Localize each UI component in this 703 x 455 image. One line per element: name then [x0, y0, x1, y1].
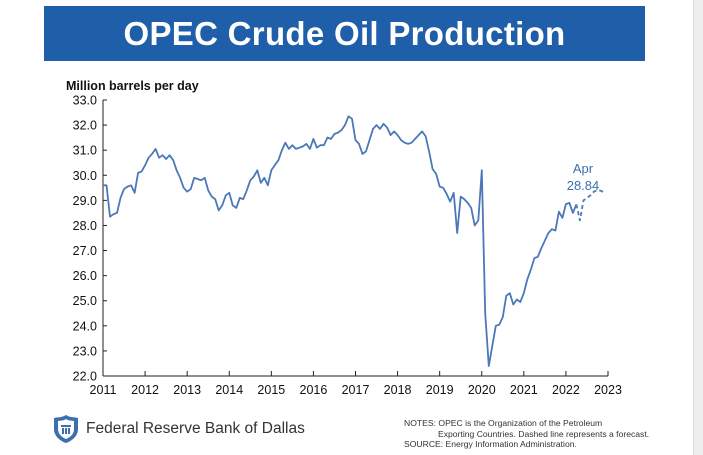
- forecast-line: [575, 189, 605, 222]
- x-tick-label: 2016: [300, 383, 328, 397]
- notes-line-3: SOURCE: Energy Information Administratio…: [404, 439, 577, 450]
- y-tick-label: 25.0: [73, 294, 97, 308]
- annotation-month: Apr: [573, 161, 594, 176]
- y-tick-label: 33.0: [73, 94, 97, 108]
- x-tick-label: 2015: [257, 383, 285, 397]
- y-tick-label: 29.0: [73, 194, 97, 208]
- y-tick-label: 31.0: [73, 144, 97, 158]
- y-tick-label: 28.0: [73, 219, 97, 233]
- axes: 22.0 23.0 24.0 25.0 26.0 27.0 28.0 29.0 30.0 31.0…: [66, 79, 622, 397]
- production-line: [103, 115, 578, 367]
- window-edge-strip: [693, 0, 703, 455]
- footer-logo: Federal Reserve Bank of Dallas: [52, 414, 305, 444]
- annotation-value: 28.84: [567, 178, 600, 193]
- chart-title: OPEC Crude Oil Production: [123, 14, 566, 52]
- x-tick-label: 2017: [342, 383, 370, 397]
- bank-name: Federal Reserve Bank of Dallas: [86, 420, 305, 437]
- y-axis-label: Million barrels per day: [66, 79, 199, 93]
- y-tick-label: 32.0: [73, 119, 97, 133]
- x-tick-label: 2011: [90, 383, 117, 397]
- chart-notes: NOTES: OPEC is the Organization of the P…: [404, 418, 684, 450]
- x-tick-label: 2019: [426, 383, 454, 397]
- x-tick-label: 2022: [552, 383, 580, 397]
- x-tick-label: 2023: [594, 383, 622, 397]
- x-tick-label: 2013: [173, 383, 201, 397]
- y-tick-label: 22.0: [73, 370, 97, 384]
- y-tick-label: 23.0: [73, 344, 97, 358]
- y-tick-label: 26.0: [73, 269, 97, 283]
- y-tick-label: 24.0: [73, 319, 97, 333]
- federal-reserve-seal-icon: [54, 415, 78, 443]
- y-tick-label: 27.0: [73, 244, 97, 258]
- x-tick-label: 2020: [468, 383, 496, 397]
- y-tick-label: 30.0: [73, 169, 97, 183]
- x-tick-label: 2012: [131, 383, 159, 397]
- title-banner: OPEC Crude Oil Production: [44, 6, 645, 61]
- notes-line-1: NOTES: OPEC is the Organization of the P…: [404, 418, 603, 428]
- x-tick-label: 2014: [215, 383, 243, 397]
- notes-line-2: Exporting Countries. Dashed line represe…: [438, 428, 650, 439]
- x-tick-label: 2018: [384, 383, 412, 397]
- x-tick-label: 2021: [510, 383, 538, 397]
- plot-area: Apr 28.84: [103, 115, 605, 367]
